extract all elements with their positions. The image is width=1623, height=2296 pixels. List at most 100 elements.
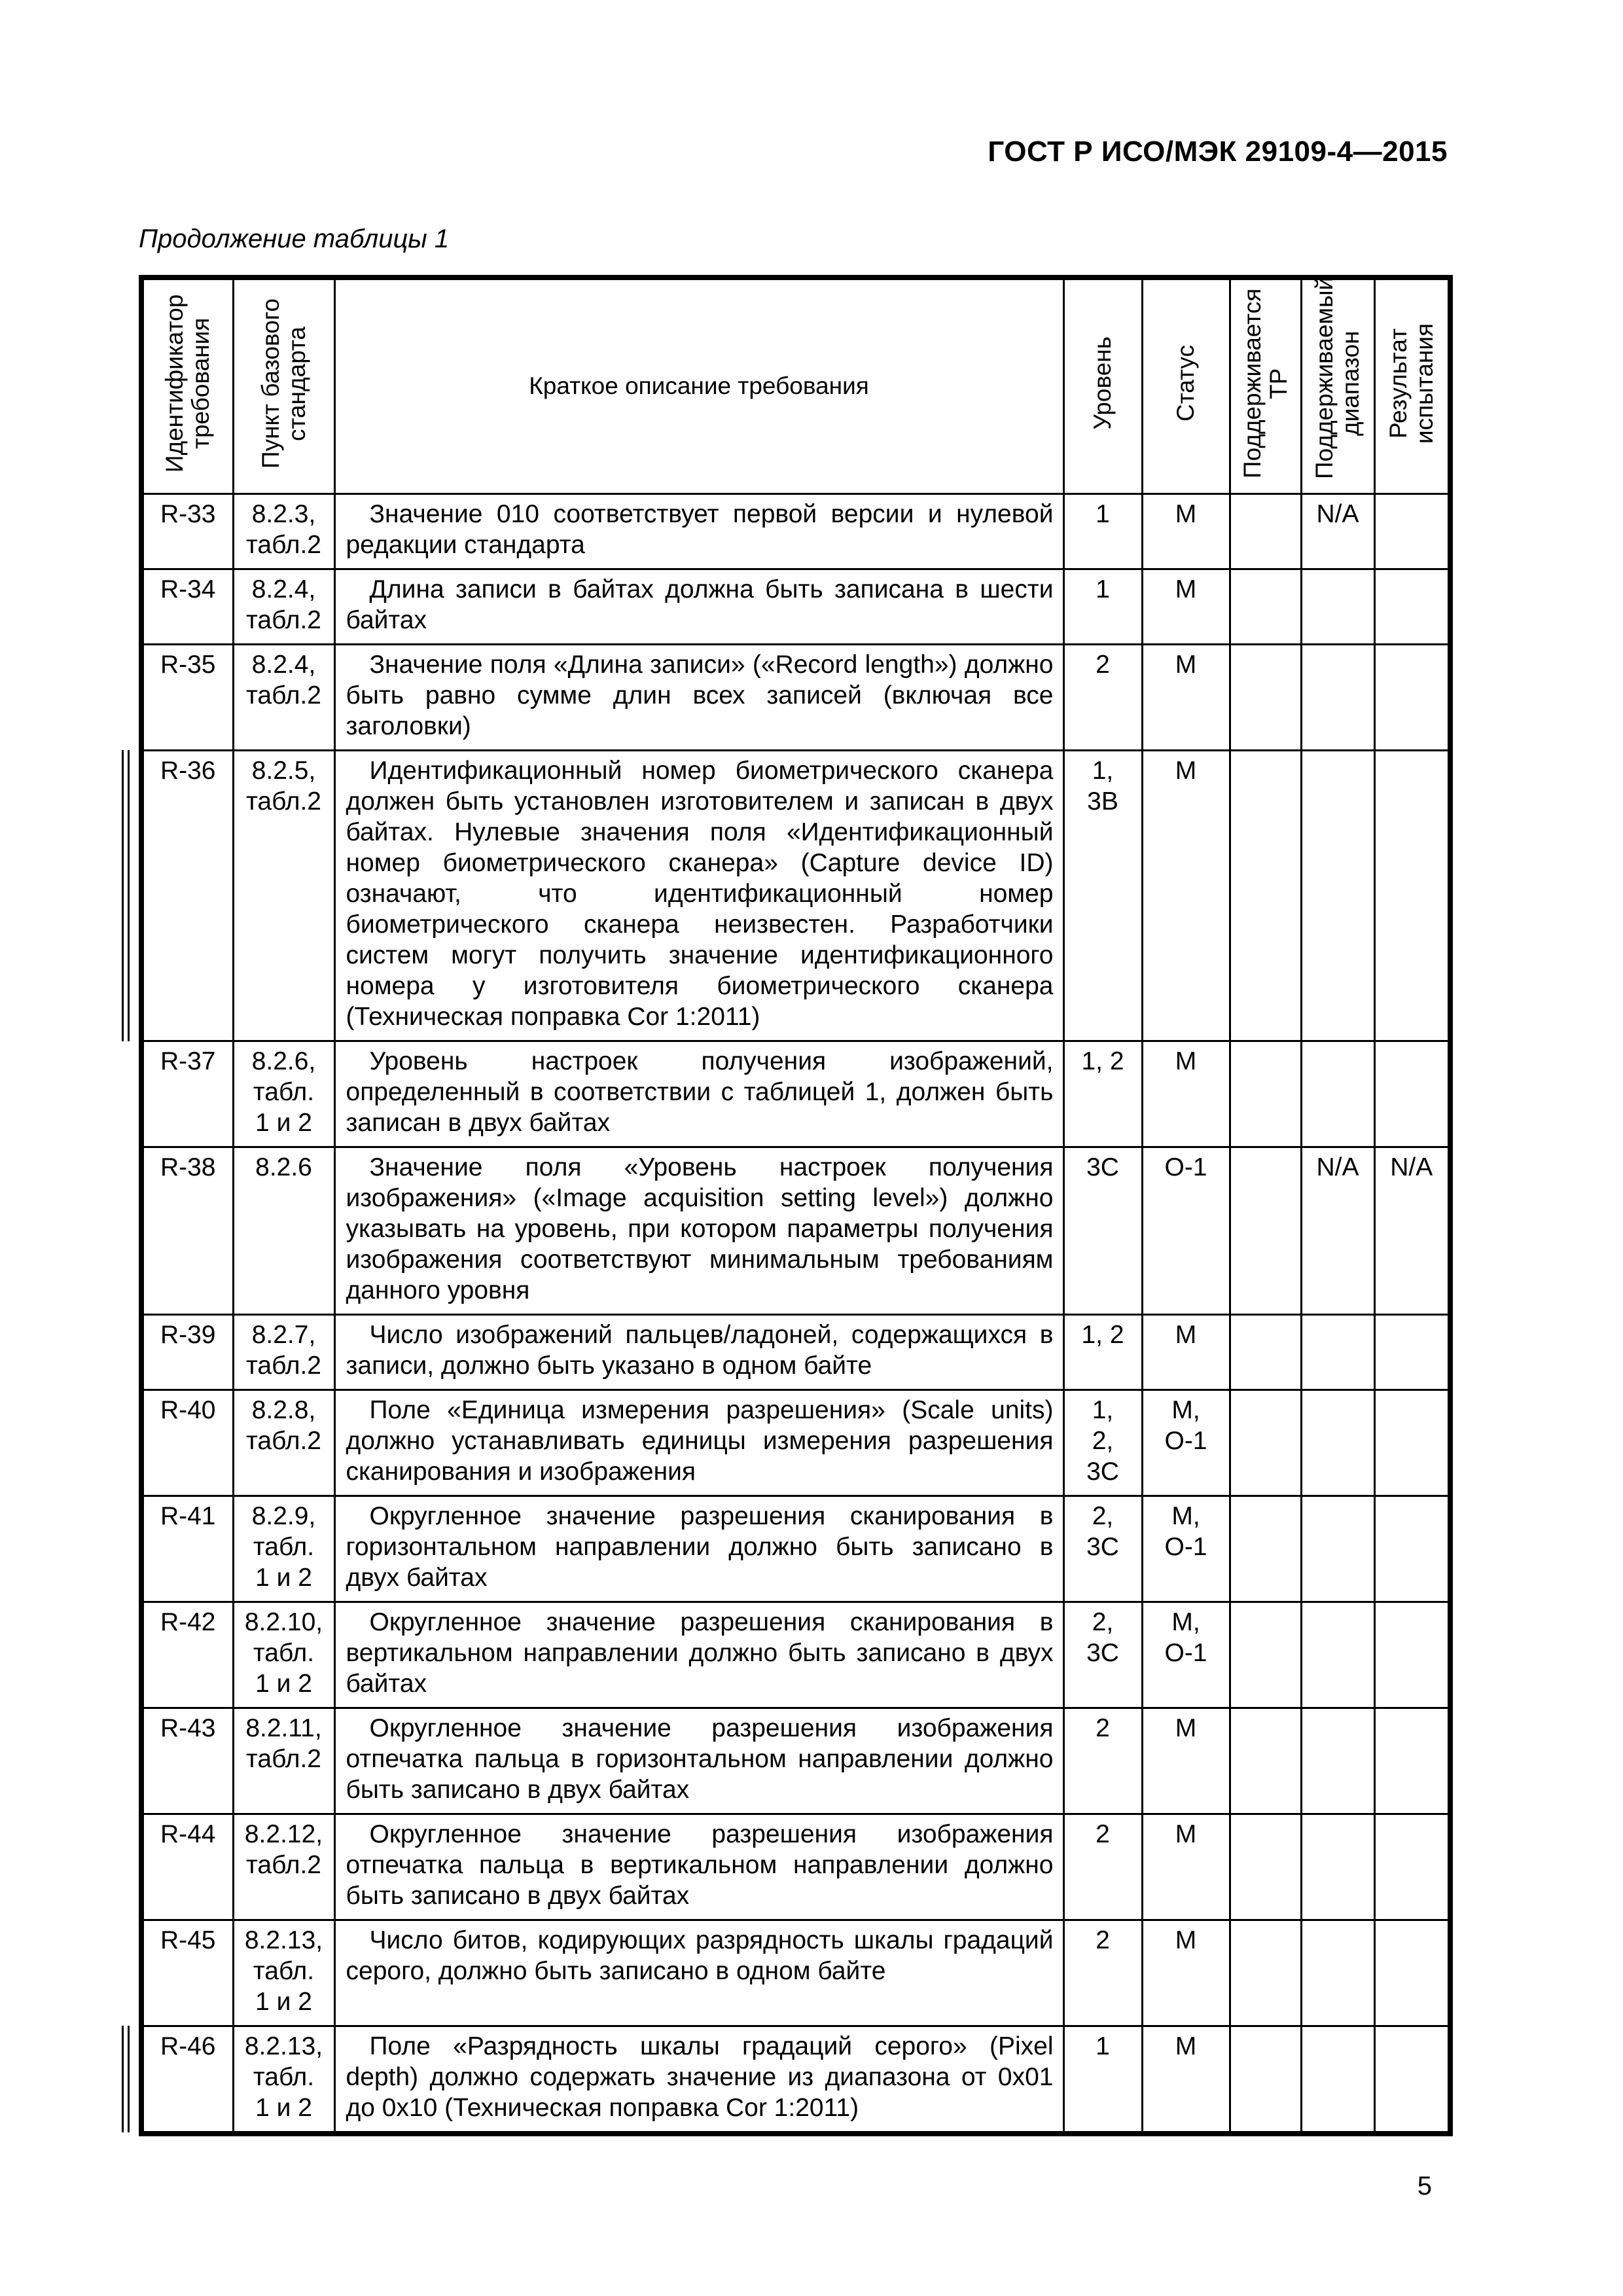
cell-description: Число изображений пальцев/ладоней, содер… — [333, 1313, 1065, 1391]
cell-id: R-36 — [122, 749, 234, 1042]
cell-status: М, О-1 — [1141, 1600, 1231, 1709]
cell-clause: 8.2.6, табл. 1 и 2 — [232, 1039, 336, 1148]
cell-clause: 8.2.4, табл.2 — [232, 567, 336, 645]
cell-description: Значение поля «Длина записи» («Record le… — [333, 643, 1065, 751]
cell-clause: 8.2.4, табл.2 — [232, 643, 336, 751]
cell-test-result — [1373, 1706, 1452, 1815]
cell-description: Число битов, кодирующих разрядность шкал… — [333, 1918, 1065, 2027]
cell-supported-range — [1300, 1388, 1376, 1497]
table-row: R-35 8.2.4, табл.2 Значение поля «Длина … — [140, 643, 1452, 751]
cell-status: М — [1141, 749, 1231, 1042]
cell-supported-tr — [1228, 749, 1302, 1042]
cell-status: М — [1141, 1313, 1231, 1391]
cell-level: 2 — [1062, 1918, 1143, 2027]
cell-id: R-38 — [140, 1145, 234, 1316]
cell-supported-tr — [1228, 1600, 1302, 1709]
cell-id: R-45 — [140, 1918, 234, 2027]
cell-supported-range — [1300, 2024, 1376, 2134]
cell-supported-tr — [1228, 1918, 1302, 2027]
cell-status: О-1 — [1141, 1145, 1231, 1316]
header-requirement-id: Идентификатор требования — [140, 276, 234, 495]
table-row: R-33 8.2.3, табл.2 Значение 010 соответс… — [140, 492, 1452, 570]
cell-level: 3С — [1062, 1145, 1143, 1316]
cell-supported-range — [1300, 1812, 1376, 1921]
cell-supported-range — [1300, 749, 1376, 1042]
cell-description: Округленное значение разрешения сканиров… — [333, 1600, 1065, 1709]
cell-supported-tr — [1228, 1039, 1302, 1148]
table-row: R-37 8.2.6, табл. 1 и 2 Уровень настроек… — [140, 1039, 1452, 1148]
cell-description: Округленное значение разрешения изображе… — [333, 1706, 1065, 1815]
cell-supported-range: N/A — [1300, 1145, 1376, 1316]
cell-test-result — [1373, 1494, 1452, 1603]
cell-supported-tr — [1228, 1145, 1302, 1316]
requirements-table: Идентификатор требования Пункт базового … — [122, 275, 1453, 2136]
header-supported-range: Поддерживаемый диапазон — [1300, 276, 1376, 495]
cell-level: 1 — [1062, 2024, 1143, 2134]
cell-description: Поле «Единица измерения разрешения» (Sca… — [333, 1388, 1065, 1497]
cell-test-result — [1373, 1388, 1452, 1497]
cell-description: Значение 010 соответствует первой версии… — [333, 492, 1065, 570]
table-row: R-44 8.2.12, табл.2 Округленное значение… — [140, 1812, 1452, 1921]
table-caption: Продолжение таблицы 1 — [139, 224, 450, 253]
cell-description: Значение поля «Уровень настроек получени… — [333, 1145, 1065, 1316]
cell-supported-range — [1300, 1494, 1376, 1603]
cell-supported-tr — [1228, 1494, 1302, 1603]
header-supported-range-label: Поддерживаемый диапазон — [1311, 276, 1364, 479]
header-test-result-label: Результат испытания — [1384, 323, 1438, 444]
cell-clause: 8.2.12, табл.2 — [232, 1812, 336, 1921]
cell-id: R-35 — [140, 643, 234, 751]
cell-level: 1 — [1062, 567, 1143, 645]
cell-id: R-33 — [140, 492, 234, 570]
cell-level: 1 — [1062, 492, 1143, 570]
cell-level: 2 — [1062, 1706, 1143, 1815]
table-row: R-38 8.2.6 Значение поля «Уровень настро… — [140, 1145, 1452, 1316]
cell-status: М — [1141, 1918, 1231, 2027]
cell-id: R-34 — [140, 567, 234, 645]
cell-status: М, О-1 — [1141, 1388, 1231, 1497]
cell-clause: 8.2.5, табл.2 — [232, 749, 336, 1042]
cell-supported-tr — [1228, 492, 1302, 570]
cell-id: R-41 — [140, 1494, 234, 1603]
cell-level: 2, 3С — [1062, 1494, 1143, 1603]
cell-id: R-37 — [140, 1039, 234, 1148]
cell-status: М — [1141, 2024, 1231, 2134]
cell-description: Поле «Разрядность шкалы градаций серого»… — [333, 2024, 1065, 2134]
cell-supported-tr — [1228, 2024, 1302, 2134]
cell-supported-range: N/A — [1300, 492, 1376, 570]
cell-description: Идентификационный номер биометрического … — [333, 749, 1065, 1042]
cell-description: Округленное значение разрешения изображе… — [333, 1812, 1065, 1921]
change-bar — [122, 749, 130, 1041]
header-level: Уровень — [1062, 276, 1143, 495]
table-row: R-39 8.2.7, табл.2 Число изображений пал… — [140, 1313, 1452, 1391]
page-title: ГОСТ Р ИСО/МЭК 29109-4—2015 — [988, 135, 1448, 168]
cell-id: R-43 — [140, 1706, 234, 1815]
cell-supported-tr — [1228, 1706, 1302, 1815]
cell-test-result — [1373, 1039, 1452, 1148]
cell-test-result: N/A — [1373, 1145, 1452, 1316]
cell-supported-range — [1300, 567, 1376, 645]
cell-level: 2 — [1062, 643, 1143, 751]
table-row: R-41 8.2.9, табл. 1 и 2 Округленное знач… — [140, 1494, 1452, 1603]
cell-supported-range — [1300, 1313, 1376, 1391]
cell-id: R-39 — [140, 1313, 234, 1391]
cell-description: Уровень настроек получения изображений, … — [333, 1039, 1065, 1148]
cell-level: 2, 3С — [1062, 1600, 1143, 1709]
header-status-label: Статус — [1172, 345, 1199, 422]
cell-level: 2 — [1062, 1812, 1143, 1921]
cell-clause: 8.2.11, табл.2 — [232, 1706, 336, 1815]
cell-level: 1, 2, 3С — [1062, 1388, 1143, 1497]
cell-test-result — [1373, 1600, 1452, 1709]
cell-clause: 8.2.8, табл.2 — [232, 1388, 336, 1497]
table-row: R-36 8.2.5, табл.2 Идентификационный ном… — [122, 749, 1452, 1042]
table-row: R-42 8.2.10, табл. 1 и 2 Округленное зна… — [140, 1600, 1452, 1709]
cell-test-result — [1373, 1812, 1452, 1921]
cell-status: М — [1141, 1812, 1231, 1921]
header-base-standard-clause-label: Пункт базового стандарта — [257, 298, 310, 469]
cell-clause: 8.2.6 — [232, 1145, 336, 1316]
cell-test-result — [1373, 1313, 1452, 1391]
cell-supported-range — [1300, 643, 1376, 751]
cell-description: Длина записи в байтах должна быть записа… — [333, 567, 1065, 645]
cell-status: М — [1141, 567, 1231, 645]
header-supported-tr: Поддерживается ТР — [1228, 276, 1302, 495]
header-level-label: Уровень — [1089, 336, 1116, 431]
